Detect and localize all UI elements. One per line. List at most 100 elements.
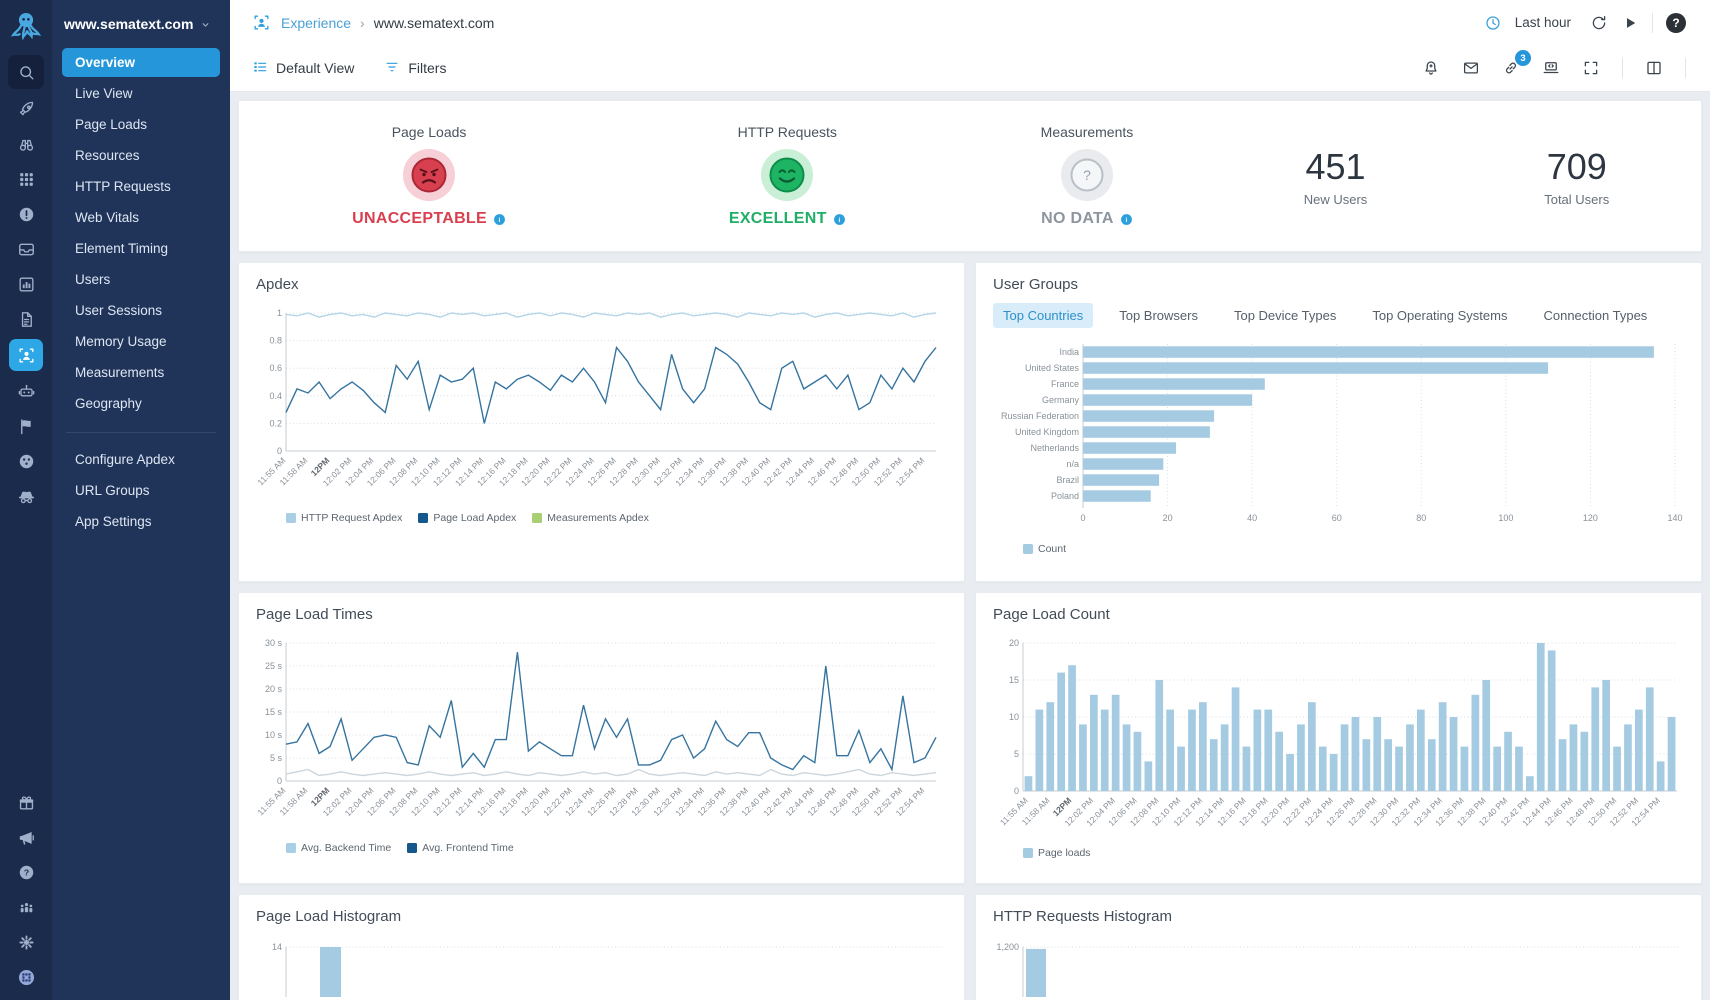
info-icon[interactable]: i [493, 213, 506, 226]
angry-face-icon [403, 149, 456, 201]
rail-robot-icon[interactable] [8, 376, 44, 406]
sidebar-item-geography[interactable]: Geography [75, 396, 142, 411]
legend-item: Page Load Apdex [418, 512, 516, 524]
page-load-times-card-title: Page Load Times [256, 606, 373, 623]
svg-text:Brazil: Brazil [1056, 475, 1079, 485]
svg-text:10 s: 10 s [265, 730, 283, 740]
apdex-legend: HTTP Request Apdex Page Load Apdex Measure… [286, 512, 947, 524]
rail-help-icon[interactable]: ? [8, 857, 44, 887]
page-loads-status: Page Loads UNACCEPTABLE i [239, 124, 619, 228]
happy-face-icon [761, 149, 814, 201]
svg-text:0: 0 [277, 776, 282, 786]
svg-text:5 s: 5 s [270, 753, 283, 763]
svg-text:i: i [499, 216, 501, 223]
split-columns-icon[interactable] [1645, 59, 1663, 77]
help-button[interactable]: ? [1666, 12, 1686, 33]
info-icon[interactable]: i [833, 213, 846, 226]
filters-button[interactable]: Filters [384, 59, 446, 78]
tab-top-operating-systems[interactable]: Top Operating Systems [1372, 308, 1508, 323]
top-header: Experience › www.sematext.com Last hour … [230, 0, 1710, 45]
rail-binoculars-icon[interactable] [8, 129, 44, 159]
breadcrumb-app: www.sematext.com [373, 14, 495, 31]
svg-text:1,200: 1,200 [996, 942, 1019, 952]
rail-gear-icon[interactable] [8, 927, 44, 957]
sidebar-item-user-sessions[interactable]: User Sessions [75, 303, 163, 318]
page-loads-status-text: UNACCEPTABLE [352, 210, 487, 227]
workspace-selector[interactable]: www.sematext.com [52, 0, 230, 46]
breadcrumb-section[interactable]: Experience [281, 14, 352, 31]
sidebar-item-overview[interactable]: Overview [62, 48, 220, 77]
sidebar-item-memory-usage[interactable]: Memory Usage [75, 334, 167, 349]
rail-reports-icon[interactable] [8, 269, 44, 299]
fullscreen-icon[interactable] [1582, 59, 1600, 77]
svg-text:0.4: 0.4 [269, 391, 282, 401]
integrations-link-icon[interactable]: 3 [1502, 50, 1531, 77]
user-groups-card: User Groups Top Countries Top Browsers Top… [975, 262, 1702, 582]
rail-rocket-icon[interactable] [8, 94, 44, 124]
sidebar-item-users[interactable]: Users [75, 272, 111, 287]
sidebar-item-measurements[interactable]: Measurements [75, 365, 165, 380]
tab-top-device-types[interactable]: Top Device Types [1233, 308, 1337, 323]
rail-apps-icon[interactable] [8, 164, 44, 194]
rail-incognito-icon[interactable] [8, 481, 44, 511]
http-requests-status-title: HTTP Requests [737, 124, 837, 140]
clock-icon [1484, 14, 1502, 32]
alert-bell-icon[interactable] [1422, 59, 1440, 77]
breadcrumb-separator: › [360, 14, 365, 31]
svg-text:14: 14 [272, 942, 282, 952]
sidebar-item-url-groups[interactable]: URL Groups [75, 483, 150, 498]
svg-text:France: France [1051, 379, 1079, 389]
tab-top-countries[interactable]: Top Countries [993, 303, 1094, 328]
sidebar-item-http-requests[interactable]: HTTP Requests [75, 179, 171, 194]
svg-text:40: 40 [1247, 513, 1257, 523]
svg-text:i: i [838, 216, 840, 223]
rail-palette-icon[interactable] [8, 446, 44, 476]
no-data-icon: ? [1060, 149, 1113, 201]
sidebar-item-live-view[interactable]: Live View [75, 86, 133, 101]
measurements-status-text: NO DATA [1041, 210, 1114, 227]
page-load-times-legend: Avg. Backend Time Avg. Frontend Time [286, 842, 947, 854]
sidebar-item-page-loads[interactable]: Page Loads [75, 117, 148, 132]
installation-icon[interactable] [1542, 59, 1560, 77]
sematext-logo[interactable] [0, 0, 52, 50]
tab-connection-types[interactable]: Connection Types [1543, 308, 1648, 323]
http-requests-histogram-card: HTTP Requests Histogram 1,200 [975, 894, 1702, 1000]
rail-search-icon[interactable] [8, 55, 44, 89]
top-countries-chart: 0 20 40 60 80 100 120 140 India United States Fran… [1001, 344, 1683, 523]
sidebar-item-app-settings[interactable]: App Settings [75, 514, 152, 529]
info-icon[interactable]: i [1120, 213, 1133, 226]
legend-item: Count [1023, 543, 1066, 555]
sidebar-item-element-timing[interactable]: Element Timing [75, 241, 169, 256]
rail-avatar-icon[interactable] [8, 962, 44, 992]
svg-text:15 s: 15 s [265, 707, 283, 717]
refresh-icon[interactable] [1590, 14, 1608, 32]
rail-experience-icon[interactable] [9, 339, 43, 371]
rail-inbox-icon[interactable] [8, 234, 44, 264]
new-users-value: 451 [1305, 145, 1366, 187]
play-icon[interactable] [1621, 14, 1639, 32]
svg-text:20: 20 [1163, 513, 1173, 523]
sidebar-item-resources[interactable]: Resources [75, 148, 140, 163]
default-view-button[interactable]: Default View [252, 59, 354, 78]
time-range-selector[interactable]: Last hour [1514, 15, 1571, 30]
rail-flag-icon[interactable] [8, 411, 44, 441]
page-load-count-legend: Page loads [1023, 847, 1684, 859]
rail-gift-icon[interactable] [8, 787, 44, 817]
rail-alerts-icon[interactable] [8, 199, 44, 229]
sidebar-item-web-vitals[interactable]: Web Vitals [75, 210, 140, 225]
svg-text:Poland: Poland [1051, 491, 1079, 501]
sidebar-nav: Overview Live View Page Loads Resources HTTP… [52, 48, 230, 536]
mail-icon[interactable] [1462, 59, 1480, 77]
http-requests-histogram-chart: 1,200 [996, 942, 1679, 997]
rail-logs-icon[interactable] [8, 304, 44, 334]
tab-top-browsers[interactable]: Top Browsers [1119, 308, 1198, 323]
sidebar-item-configure-apdex[interactable]: Configure Apdex [75, 452, 175, 467]
rail-megaphone-icon[interactable] [8, 822, 44, 852]
http-requests-status: HTTP Requests EXCELLENT i [619, 124, 955, 228]
page-loads-status-title: Page Loads [391, 124, 467, 140]
rail-team-icon[interactable] [8, 892, 44, 922]
